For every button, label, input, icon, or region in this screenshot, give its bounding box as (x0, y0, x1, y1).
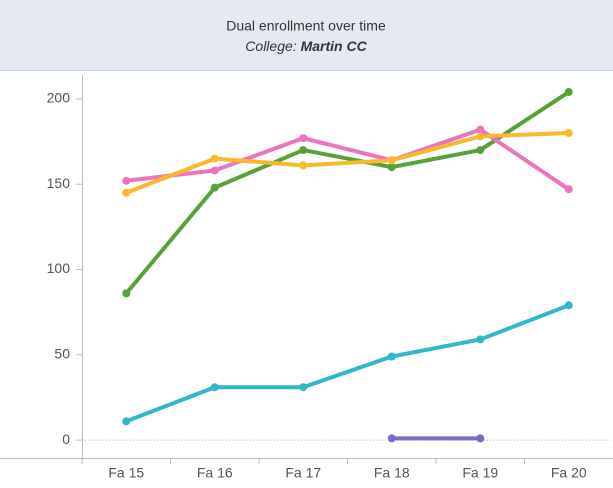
data-point (476, 132, 485, 141)
chart-subtitle: College: Martin CC (245, 38, 367, 54)
data-point (387, 163, 396, 172)
data-point (564, 301, 573, 310)
header-band (0, 0, 613, 70)
y-tick-label: 200 (47, 90, 71, 106)
data-point (387, 156, 396, 165)
data-point (122, 188, 131, 197)
data-point (387, 352, 396, 361)
data-point (564, 185, 573, 194)
x-tick-label: Fa 18 (374, 465, 410, 481)
y-tick-label: 100 (47, 260, 71, 276)
data-point (564, 88, 573, 97)
x-tick-label: Fa 16 (197, 465, 233, 481)
subtitle-label: College: (245, 38, 296, 54)
series-line (125, 131, 569, 195)
y-tick-label: 50 (54, 345, 70, 361)
y-tick-label: 150 (47, 175, 71, 191)
subtitle-value: Martin CC (301, 38, 368, 54)
data-point (210, 383, 219, 392)
x-tick-label: Fa 20 (551, 465, 587, 481)
series-line (125, 303, 570, 424)
x-tick-label: Fa 19 (462, 465, 498, 481)
chart-title: Dual enrollment over time (226, 18, 386, 34)
series-line (124, 90, 570, 295)
data-point (476, 146, 485, 155)
data-point (299, 161, 308, 170)
data-point (210, 183, 219, 192)
data-point (387, 434, 396, 443)
y-tick-label: 0 (62, 431, 70, 447)
data-point (122, 289, 131, 298)
data-point (210, 166, 219, 175)
series-line (126, 127, 570, 191)
x-tick-label: Fa 17 (285, 465, 321, 481)
x-tick-label: Fa 15 (108, 465, 144, 481)
data-point (476, 335, 485, 344)
data-point (210, 154, 219, 163)
data-point (476, 125, 485, 134)
data-point (299, 146, 308, 155)
data-point (122, 417, 131, 426)
data-point (299, 383, 308, 392)
data-point (476, 434, 485, 443)
data-point (299, 134, 308, 143)
data-point (122, 176, 131, 185)
data-point (564, 129, 573, 138)
